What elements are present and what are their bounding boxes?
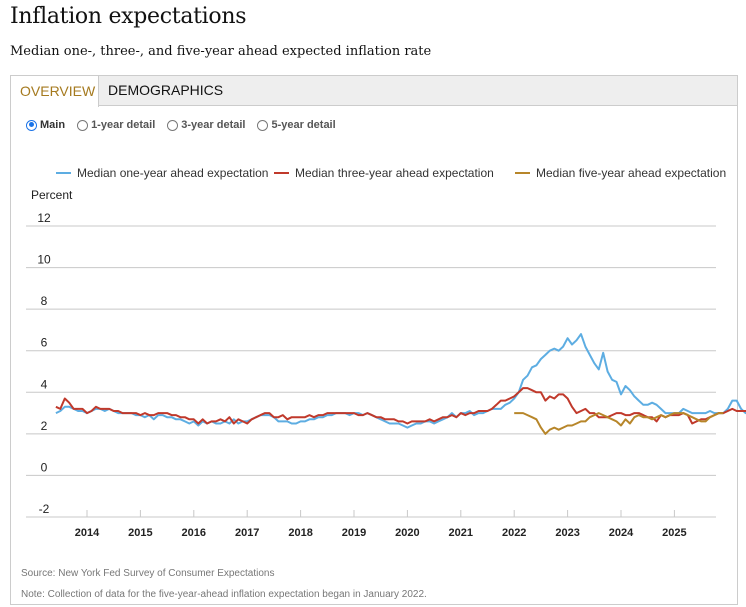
x-tick-label: 2025 (662, 527, 686, 539)
tab-overview[interactable]: OVERVIEW (11, 75, 99, 107)
page-subtitle: Median one-, three-, and five-year ahead… (10, 44, 432, 59)
page-title: Inflation expectations (10, 4, 247, 29)
y-tick-label: 10 (37, 253, 51, 267)
radio-label: 1-year detail (91, 119, 156, 131)
chart-view-radio-group: Main 1-year detail 3-year detail 5-year … (26, 119, 348, 131)
x-tick-label: 2014 (75, 527, 100, 539)
legend-swatch-gold (515, 172, 530, 174)
legend-item-three-year[interactable]: Median three-year ahead expectation (274, 166, 494, 180)
y-tick-label: 12 (37, 211, 51, 225)
y-tick-label: 4 (41, 377, 48, 391)
x-tick-label: 2024 (609, 527, 634, 539)
legend-label: Median five-year ahead expectation (536, 166, 727, 180)
radio-main[interactable]: Main (26, 119, 65, 131)
y-tick-label: 2 (41, 419, 48, 433)
legend-item-one-year[interactable]: Median one-year ahead expectation (56, 166, 268, 180)
radio-3-year-detail[interactable]: 3-year detail (167, 119, 245, 131)
x-tick-label: 2020 (395, 527, 419, 539)
series-line-three-year (55, 387, 746, 425)
y-tick-label: 8 (41, 294, 48, 308)
radio-checked-icon[interactable] (26, 119, 37, 131)
tab-bar: OVERVIEW DEMOGRAPHICS (11, 75, 737, 107)
legend-item-five-year[interactable]: Median five-year ahead expectation (515, 166, 726, 180)
legend-swatch-blue (56, 172, 71, 174)
x-tick-label: 2017 (235, 527, 259, 539)
radio-unchecked-icon[interactable] (257, 119, 269, 131)
radio-unchecked-icon[interactable] (167, 119, 179, 131)
radio-label: Main (40, 119, 66, 131)
legend-swatch-red (274, 172, 289, 174)
source-text: Source: New York Fed Survey of Consumer … (21, 568, 275, 579)
x-tick-label: 2023 (555, 527, 579, 539)
y-tick-label: 6 (41, 336, 48, 350)
note-text: Note: Collection of data for the five-ye… (21, 589, 427, 600)
radio-label: 3-year detail (181, 119, 246, 131)
x-tick-label: 2021 (449, 527, 473, 539)
y-axis-label: Percent (31, 188, 73, 202)
radio-label: 5-year detail (271, 119, 336, 131)
y-tick-label: 0 (41, 460, 48, 474)
x-tick-label: 2018 (288, 527, 312, 539)
chart-panel: OVERVIEW DEMOGRAPHICS Main 1-year detail… (10, 75, 738, 605)
series-line-five-year (514, 412, 724, 435)
x-tick-label: 2019 (342, 527, 366, 539)
y-tick-label: -2 (39, 502, 50, 516)
radio-5-year-detail[interactable]: 5-year detail (257, 119, 336, 131)
x-tick-label: 2022 (502, 527, 526, 539)
tab-demographics[interactable]: DEMOGRAPHICS (108, 82, 224, 98)
x-tick-label: 2015 (128, 527, 152, 539)
radio-unchecked-icon[interactable] (77, 119, 89, 131)
radio-1-year-detail[interactable]: 1-year detail (77, 119, 155, 131)
legend-label: Median one-year ahead expectation (77, 166, 269, 180)
x-tick-label: 2016 (182, 527, 206, 539)
series-line-one-year (55, 333, 746, 429)
legend-label: Median three-year ahead expectation (295, 166, 494, 180)
